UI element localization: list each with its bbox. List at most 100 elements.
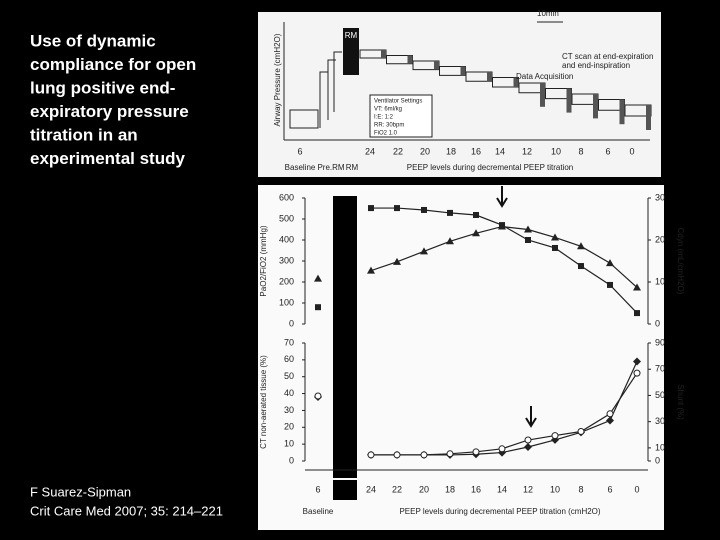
phase-label: Baseline	[285, 163, 316, 172]
ct-hatch	[487, 72, 492, 82]
marker	[393, 257, 401, 265]
ct-hatch	[646, 105, 651, 130]
title-line: experimental study	[30, 149, 185, 168]
y-tick-label: 30	[284, 405, 294, 415]
title-line: titration in an	[30, 125, 138, 144]
y-tick-label: 60	[284, 354, 294, 364]
y-tick-label: 100	[279, 297, 294, 307]
time-scale: 10min	[537, 9, 559, 18]
marker	[633, 369, 641, 377]
setting: Ventilator Settings	[374, 99, 422, 105]
settings-box	[369, 94, 433, 138]
marker	[577, 428, 585, 435]
marker	[551, 233, 559, 241]
y2-label: Shunt (%)	[676, 384, 685, 420]
peep-label: 6	[297, 146, 302, 156]
rm-block	[343, 28, 359, 75]
peep-label: 16	[471, 146, 481, 156]
peep-label: 0	[629, 146, 634, 156]
ct-hatch	[619, 99, 625, 125]
y-tick-label: 400	[279, 234, 294, 244]
peep-label: 24	[365, 146, 375, 156]
y-tick-label: 300	[279, 255, 294, 265]
peep-label: 22	[393, 146, 403, 156]
y-tick-label: 10	[284, 439, 294, 449]
y-tick-label: 0	[289, 318, 294, 328]
x-tick-label: 10	[550, 484, 560, 494]
y-tick-label: 70	[284, 337, 294, 347]
marker	[314, 392, 322, 400]
protocol-panel	[258, 12, 661, 177]
marker	[524, 436, 532, 444]
marker	[315, 304, 321, 311]
ct-hatch	[407, 55, 413, 64]
title-line: Use of dynamic	[30, 31, 156, 50]
y2-label: Cdyn (mL/cmH2O)	[676, 228, 685, 295]
ct-hatch	[566, 88, 572, 113]
marker	[367, 451, 375, 459]
y2-tick-label: 0	[655, 318, 660, 328]
peep-label: 20	[420, 146, 430, 156]
rm-label: RM	[345, 31, 358, 40]
pre-rm-step	[319, 71, 328, 128]
x-tick-label: 24	[366, 484, 376, 494]
marker	[367, 266, 375, 274]
y2-tick-label: 50	[655, 390, 665, 400]
x-tick-label: 12	[523, 484, 533, 494]
setting: FiO2 1.0	[374, 131, 398, 137]
ct-note: and end-inspiration	[562, 61, 630, 70]
citation: F Suarez-Sipman	[30, 484, 131, 499]
ct-hatch	[460, 66, 466, 76]
title-line: expiratory pressure	[30, 102, 189, 121]
ct-hatch	[513, 77, 519, 87]
x-tick-label: 18	[445, 484, 455, 494]
marker	[525, 237, 531, 243]
marker	[472, 448, 480, 456]
y2-tick-label: 30	[655, 416, 665, 426]
x-tick-label: 0	[634, 484, 639, 494]
y2-tick-label: 0	[655, 455, 660, 465]
y-tick-label: 500	[279, 213, 294, 223]
x-tick-label: 6	[315, 484, 320, 494]
marker	[524, 225, 532, 233]
marker	[578, 263, 584, 270]
x-tick-label: 20	[419, 484, 429, 494]
x-tick-label: 22	[392, 484, 402, 494]
marker	[394, 205, 400, 212]
ct-hatch	[593, 94, 598, 119]
phase-label: Pre.RM	[317, 163, 344, 172]
results-panel	[258, 185, 664, 530]
y-tick-label: 0	[289, 455, 294, 465]
x-label: PEEP levels during decremental PEEP titr…	[399, 507, 600, 516]
y2-tick-label: 70	[655, 364, 665, 374]
setting: VT: 6ml/kg	[374, 107, 402, 113]
y2-tick-label: 20	[655, 234, 665, 244]
marker	[633, 357, 641, 366]
y-tick-label: 50	[284, 371, 294, 381]
marker	[524, 443, 532, 452]
peep-label: 12	[522, 146, 532, 156]
pre-rm-step	[327, 59, 336, 120]
marker	[633, 283, 641, 291]
citation: Crit Care Med 2007; 35: 214–221	[30, 503, 223, 518]
ct-hatch	[434, 61, 439, 70]
x-group: Baseline	[303, 507, 334, 516]
y-tick-label: 200	[279, 276, 294, 286]
ct-note: CT scan at end-expiration	[562, 52, 653, 61]
pre-rm-step	[333, 51, 342, 112]
x-tick-label: 16	[471, 484, 481, 494]
marker	[498, 222, 506, 230]
y-label: CT non-aerated tissue (%)	[259, 355, 268, 449]
marker	[606, 416, 614, 425]
marker	[472, 229, 480, 237]
y-label: Airway Pressure (cmH2O)	[273, 33, 282, 126]
arrow	[496, 186, 508, 208]
phase-label: PEEP levels during decremental PEEP titr…	[407, 163, 573, 172]
phase-label: RM	[346, 163, 359, 172]
data-acq: Data Acquisition	[516, 72, 573, 81]
setting: RR: 30bpm	[374, 123, 404, 129]
x-tick-label: 8	[578, 484, 583, 494]
marker	[447, 209, 453, 216]
